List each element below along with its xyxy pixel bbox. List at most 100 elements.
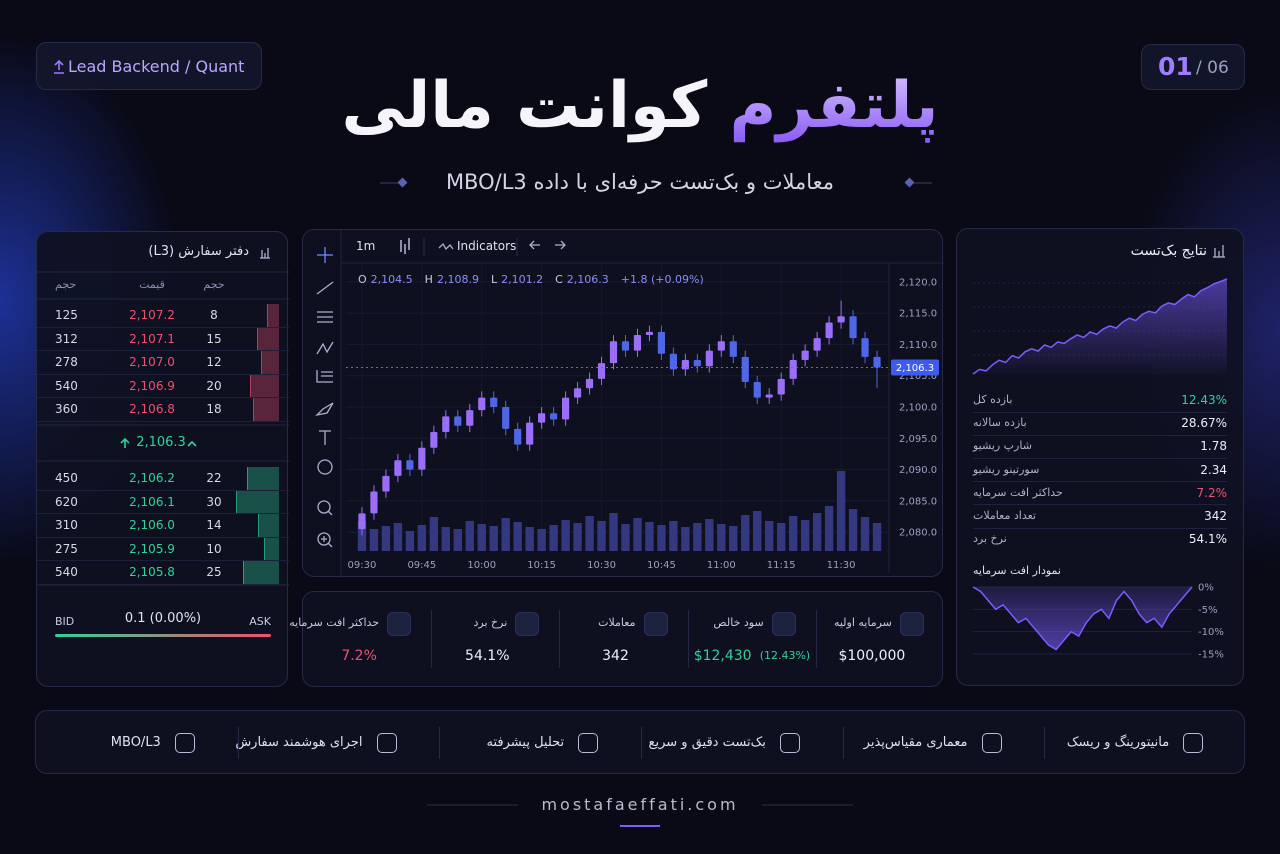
ohlc-change: +1.8 (+0.09%) <box>620 273 704 286</box>
row-divider <box>973 411 1227 413</box>
volume: 540 <box>55 378 78 393</box>
column-divider <box>842 727 844 759</box>
volume-bar <box>788 516 798 551</box>
feature-label: اجرای هوشمند سفارش <box>235 735 363 750</box>
footer-url: mostafaeffati.com <box>541 795 739 814</box>
bars-icon <box>1213 245 1225 258</box>
row-divider <box>37 350 289 351</box>
metric-value: 28.67% <box>1181 416 1227 431</box>
timeframe: 1m <box>356 239 376 253</box>
candle-body <box>418 447 426 470</box>
volume-bar <box>777 523 786 551</box>
y-tick-label: -5% <box>1198 605 1217 616</box>
feature-label: مانیتورینگ و ریسک <box>1066 735 1170 750</box>
price: 2,106.1 <box>129 494 175 509</box>
indicators-button[interactable]: Indicators <box>457 239 517 253</box>
count: 22 <box>206 471 222 485</box>
candle-body <box>430 432 438 448</box>
stat-value: 7.2% <box>341 648 377 664</box>
volume-bar <box>741 515 750 551</box>
depth-bar <box>261 351 279 374</box>
column-divider <box>559 610 561 668</box>
ohlc-key: H <box>424 273 433 286</box>
price-chart-panel: 2,080.0 2,085.0 2,090.0 2,095.0 2,100.0 2,105… <box>302 229 944 578</box>
x-tick-label: 10:30 <box>587 560 616 571</box>
subtitle: معاملات و بک‌تست حرفه‌ای با داده MBO/L3 <box>445 170 835 194</box>
volume: 620 <box>55 494 78 509</box>
feature-bar: مانیتورینگ و ریسک معماری مقیاس‌پذیر بک‌تست… <box>35 710 1245 774</box>
count: 18 <box>206 402 222 416</box>
y-tick-label: 2,080.0 <box>899 528 937 539</box>
price: 2,105.9 <box>129 541 175 556</box>
y-tick-label: 2,120.0 <box>899 277 937 288</box>
x-tick-label: 10:00 <box>467 560 496 571</box>
volume: 275 <box>55 541 78 556</box>
stat-icon <box>643 612 668 636</box>
volume-bar <box>597 521 606 551</box>
column-header: حجم <box>203 278 225 291</box>
row-divider <box>37 536 289 538</box>
y-tick-label: 2,085.0 <box>899 496 937 507</box>
stat-label: سرمایه اولیه <box>833 616 892 629</box>
candle-body <box>813 338 821 351</box>
y-tick-label: 2,100.0 <box>899 403 937 414</box>
metric-value: 7.2% <box>1196 485 1228 500</box>
metric-label: سورتینو ریشیو <box>973 462 1040 476</box>
stat-label: حداکثر افت سرمایه <box>289 616 380 629</box>
volume: 450 <box>55 471 78 485</box>
price: 2,106.9 <box>129 378 175 393</box>
volume-bar <box>800 520 810 551</box>
y-tick-label: 2,110.0 <box>899 340 937 351</box>
volume-bar <box>549 525 558 551</box>
y-tick-label: 2,105.0 <box>899 371 937 382</box>
volume: 540 <box>55 565 78 579</box>
x-tick-label: 10:15 <box>527 560 556 571</box>
count: 8 <box>210 308 218 322</box>
candle-body <box>705 350 713 367</box>
volume-bar <box>537 529 546 551</box>
count: 15 <box>206 331 222 346</box>
candle-body <box>801 350 809 361</box>
candle-body <box>502 407 510 429</box>
feature-label: MBO/L3 <box>110 735 161 750</box>
candle-body <box>573 388 582 398</box>
page-total: / 06 <box>1196 58 1229 78</box>
x-tick-label: 10:45 <box>647 560 676 571</box>
toolbar-icons <box>315 238 566 548</box>
stat-label: نرخ برد <box>473 616 508 629</box>
stat-note: (12.43%) <box>759 649 811 662</box>
volume-bar <box>357 521 367 551</box>
main-title: پلتفرم کوانت مالی <box>240 66 1040 146</box>
y-tick-label: 0% <box>1198 583 1214 594</box>
x-tick-label: 11:30 <box>827 560 856 571</box>
upload-glyph <box>54 59 64 74</box>
volume: 125 <box>55 308 78 322</box>
depth-bar <box>258 514 279 537</box>
volume-bar <box>621 524 630 551</box>
candle-body <box>370 491 378 514</box>
volume-bar <box>872 523 882 551</box>
volume-bar <box>836 471 846 551</box>
candle-body <box>538 413 546 423</box>
row-divider <box>37 513 289 514</box>
candle-body <box>478 397 486 411</box>
row-divider <box>37 489 289 491</box>
volume-bar <box>501 518 510 551</box>
volume-bar <box>717 524 726 551</box>
role-badge: Lead Backend / Quant <box>36 42 262 90</box>
volume-bar <box>645 522 654 551</box>
candle-body <box>406 460 414 470</box>
price: 2,107.0 <box>129 355 175 369</box>
row-divider <box>973 457 1227 459</box>
spread: 0.1 (0.00%) <box>124 611 202 626</box>
volume-bar <box>513 522 522 551</box>
stats-panel: سرمایه اولیه $100,000 سود خالص $12,430 (12.4… <box>289 591 943 687</box>
volume-bar <box>705 519 714 551</box>
depth-bar <box>266 304 279 327</box>
metric-label: نرخ برد <box>973 532 1007 546</box>
count: 14 <box>206 518 222 532</box>
feature-label: بک‌تست دقیق و سریع <box>648 735 766 750</box>
candle-body <box>741 356 749 382</box>
panel-title: نتایج بک‌تست <box>1130 243 1207 259</box>
